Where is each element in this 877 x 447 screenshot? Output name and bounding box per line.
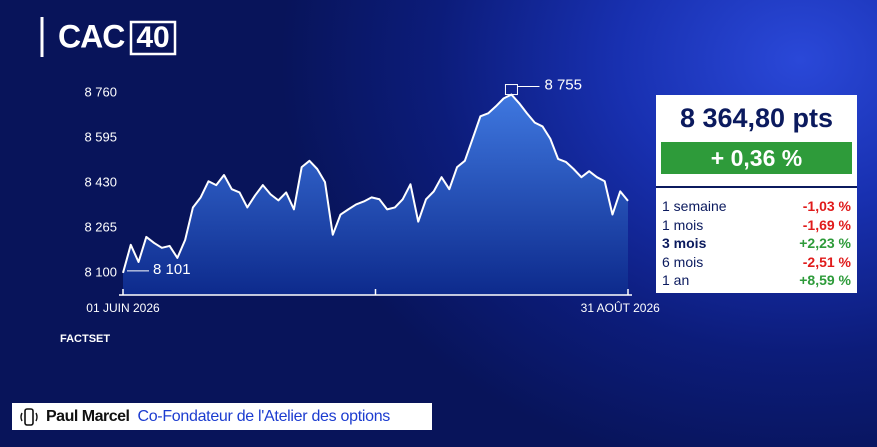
change: + 0,36 %: [661, 142, 852, 174]
period-change: +8,59 %: [799, 272, 851, 289]
period: 1 mois: [662, 216, 704, 233]
period: 3 mois: [662, 235, 707, 252]
period-change: +2,23 %: [799, 235, 851, 252]
period: 6 mois: [662, 253, 704, 270]
performance-row: 3 mois +2,23 %: [662, 234, 851, 253]
separator: [656, 186, 857, 188]
lower-third: Paul Marcel Co-Fondateur de l'Atelier de…: [12, 403, 432, 430]
y-tick-label: 8 430: [84, 175, 117, 190]
phone-icon: [20, 407, 38, 426]
period-change: -1,69 %: [802, 216, 851, 233]
y-tick-label: 8 265: [84, 220, 117, 235]
y-tick-label: 8 595: [84, 130, 117, 145]
speaker-role: Co-Fondateur de l'Atelier des options: [137, 407, 390, 425]
quote-panel: 8 364,80 pts + 0,36 % 1 semaine -1,03 % 1 …: [656, 95, 857, 293]
price: 8 364,80 pts: [679, 103, 834, 133]
area: [123, 94, 628, 295]
period: 1 an: [662, 272, 690, 289]
x-tick-label: 01 JUIN 2026: [86, 301, 160, 315]
annotation-label: 8 101: [153, 261, 191, 278]
performance-table: 1 semaine -1,03 % 1 mois -1,69 % 3 mois +2,23…: [662, 197, 851, 290]
performance-row: 1 mois -1,69 %: [662, 216, 851, 235]
line: [122, 93, 629, 274]
performance-row: 1 semaine -1,03 %: [662, 197, 851, 216]
x-tick-label: 31 AOÛT 2026: [581, 300, 660, 315]
logo-name: CAC: [58, 18, 125, 54]
period-change: -1,03 %: [802, 198, 851, 214]
period: 1 semaine: [662, 198, 727, 214]
y-tick-label: 8 100: [84, 265, 117, 280]
annotation-label: 8 755: [544, 77, 582, 94]
logo-number: 40: [136, 21, 169, 54]
performance-row: 6 mois -2,51 %: [662, 253, 851, 272]
source: FACTSET: [60, 333, 110, 345]
annotation-marker: [504, 84, 518, 96]
logo-box: [129, 20, 177, 56]
performance-row: 1 an +8,59 %: [662, 271, 851, 290]
y-tick-label: 8 760: [84, 85, 117, 100]
speaker-name: Paul Marcel: [46, 407, 130, 425]
period-change: -2,51 %: [802, 253, 851, 270]
